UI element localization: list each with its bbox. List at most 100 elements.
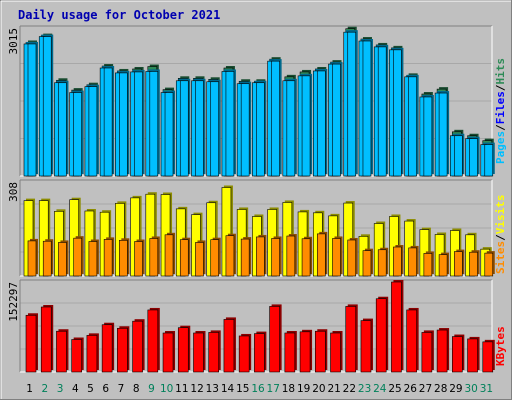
kbytes-bar bbox=[406, 309, 417, 373]
visits-sites-panel: 308 Sites/Visits bbox=[7, 179, 507, 277]
day-label: 8 bbox=[133, 383, 140, 395]
sites-bar bbox=[27, 240, 37, 277]
day-label: 26 bbox=[404, 383, 418, 395]
kbytes-bar bbox=[254, 333, 265, 373]
kbytes-axis-max-label: 152297 bbox=[7, 282, 20, 322]
kbytes-bar bbox=[391, 281, 402, 373]
pages-bar bbox=[42, 36, 52, 177]
sites-bar bbox=[240, 238, 250, 277]
kbytes-bar bbox=[86, 335, 98, 373]
legend: Pages/Files/Hits bbox=[494, 58, 507, 164]
day-label: 21 bbox=[327, 383, 340, 395]
sites-bar bbox=[58, 242, 67, 277]
chart-title: Daily usage for October 2021 bbox=[18, 8, 220, 22]
day-label: 22 bbox=[343, 383, 356, 395]
pages-bar bbox=[271, 60, 280, 177]
sites-bar bbox=[134, 241, 143, 277]
kbytes-bar bbox=[162, 332, 174, 373]
legend-entry-hits: Hits bbox=[494, 58, 507, 85]
kbytes-bar bbox=[360, 320, 372, 373]
pages-bar bbox=[240, 83, 250, 177]
legend-separator: / bbox=[494, 84, 507, 91]
day-label: 24 bbox=[373, 383, 387, 395]
pages-bar bbox=[484, 144, 494, 177]
legend-entry-files: Files bbox=[494, 91, 507, 124]
kbytes-bar bbox=[421, 332, 433, 373]
kbytes-bar bbox=[132, 320, 143, 373]
kbytes-bar bbox=[193, 332, 204, 373]
day-label: 12 bbox=[190, 383, 203, 395]
kbytes-bar bbox=[101, 324, 113, 373]
kbytes-bar bbox=[238, 335, 250, 373]
sites-bar bbox=[469, 251, 478, 277]
kbytes-bar bbox=[71, 339, 82, 373]
sites-bar bbox=[164, 234, 174, 277]
sites-bar bbox=[271, 238, 280, 277]
sites-bar bbox=[484, 252, 494, 277]
pages-bar bbox=[103, 67, 113, 177]
day-label: 18 bbox=[282, 383, 295, 395]
day-label: 15 bbox=[236, 383, 249, 395]
sites-bar bbox=[301, 238, 311, 277]
day-label: 29 bbox=[449, 383, 462, 395]
kbytes-bar bbox=[56, 330, 67, 373]
day-label: 16 bbox=[251, 383, 265, 395]
legend-entry-kbytes: KBytes bbox=[494, 326, 507, 366]
legend-separator: / bbox=[494, 124, 507, 131]
visits-axis-max-label: 308 bbox=[7, 182, 20, 202]
sites-bar bbox=[347, 239, 357, 277]
sites-bar bbox=[179, 239, 189, 277]
pages-bar bbox=[179, 80, 189, 177]
pages-bar bbox=[316, 70, 326, 177]
day-label: 25 bbox=[388, 383, 401, 395]
pages-bar bbox=[210, 81, 220, 177]
kbytes-bar bbox=[25, 314, 37, 373]
sites-bar bbox=[438, 254, 448, 277]
day-label: 3 bbox=[57, 383, 64, 395]
kbytes-bar bbox=[269, 306, 280, 373]
pages-bar bbox=[301, 75, 311, 177]
day-label: 20 bbox=[312, 383, 325, 395]
pages-bar bbox=[149, 71, 159, 177]
day-label: 9 bbox=[148, 383, 155, 395]
day-label: 2 bbox=[41, 383, 48, 395]
kbytes-bar bbox=[299, 331, 311, 373]
day-label: 7 bbox=[118, 383, 125, 395]
sites-bar bbox=[225, 235, 235, 277]
kbytes-panel: 152297 KBytes bbox=[7, 279, 507, 373]
pages-bar bbox=[195, 80, 204, 177]
pages-bar bbox=[347, 31, 357, 177]
legend-entry-visits: Visits bbox=[494, 195, 507, 235]
kbytes-bar bbox=[345, 306, 357, 373]
sites-bar bbox=[408, 247, 417, 277]
legend-entry-pages: Pages bbox=[494, 131, 507, 164]
sites-bar bbox=[42, 240, 52, 277]
kbytes-bar bbox=[284, 332, 296, 373]
kbytes-bar bbox=[208, 332, 220, 373]
pages-bar bbox=[286, 80, 296, 177]
kbytes-bar bbox=[375, 298, 387, 373]
pages-bar bbox=[27, 43, 37, 177]
pages-bar bbox=[408, 76, 417, 177]
kbytes-bar bbox=[436, 329, 448, 373]
hits-axis-max-label: 3015 bbox=[7, 28, 20, 55]
pages-bar bbox=[256, 82, 265, 177]
day-label: 6 bbox=[102, 383, 109, 395]
day-label: 23 bbox=[358, 383, 371, 395]
sites-bar bbox=[316, 233, 326, 277]
sites-bar bbox=[195, 242, 204, 277]
day-labels: 1 2 3 4 5 6 7 8 9 10 11 12 13 14 15 16 17 18 19 20 21 22 23 24 2… bbox=[26, 383, 493, 395]
sites-bar bbox=[103, 239, 113, 277]
pages-bar bbox=[469, 138, 478, 177]
pages-bar bbox=[423, 96, 433, 177]
sites-bar bbox=[119, 239, 128, 277]
sites-bar bbox=[73, 237, 82, 277]
pages-bar bbox=[73, 92, 82, 177]
sites-bar bbox=[256, 236, 265, 277]
day-label: 28 bbox=[434, 383, 447, 395]
pages-bar bbox=[225, 71, 235, 177]
sites-bar bbox=[362, 250, 372, 277]
day-label: 10 bbox=[160, 383, 173, 395]
